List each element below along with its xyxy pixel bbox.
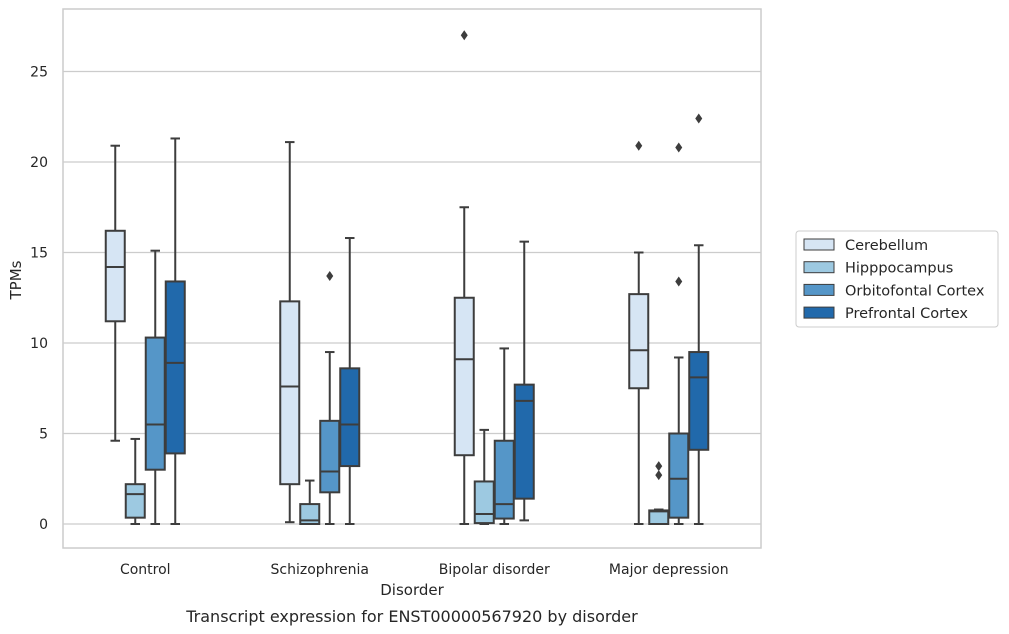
legend-swatch: [803, 261, 835, 274]
box-prefrontal-cortex: [339, 237, 361, 525]
x-tick-label: Major depression: [609, 562, 729, 578]
box-iqr: [279, 300, 301, 486]
box-iqr: [688, 351, 710, 451]
x-tick-label: Control: [120, 562, 171, 578]
box-iqr: [299, 503, 321, 525]
chart-caption: Transcript expression for ENST0000056792…: [185, 607, 638, 626]
box-iqr: [513, 383, 535, 500]
box-hipppocampus: [299, 479, 321, 525]
x-tick-labels: Control Schizophrenia Bipolar disorder Majo…: [120, 562, 729, 578]
box-cerebellum: [628, 140, 650, 525]
outlier-point: [695, 113, 703, 124]
legend-swatch: [803, 283, 835, 296]
outlier-point: [326, 271, 334, 282]
box-iqr: [628, 293, 650, 390]
box-iqr: [319, 419, 341, 494]
y-tick-label: 20: [30, 155, 48, 171]
legend-label: Prefrontal Cortex: [845, 306, 968, 322]
legend-frame: [795, 230, 999, 328]
y-tick-labels: 0 5 10 15 20 25: [30, 65, 48, 534]
outlier-point: [675, 276, 683, 287]
y-tick-label: 5: [39, 427, 48, 443]
x-axis-label: Disorder: [380, 581, 444, 599]
x-tick-label: Schizophrenia: [271, 562, 369, 578]
box-iqr: [473, 480, 495, 525]
x-tick-label: Bipolar disorder: [439, 562, 550, 578]
box-orbitofontal-cortex: [319, 271, 341, 525]
legend-swatch: [803, 238, 835, 251]
box-cerebellum: [279, 141, 301, 524]
box-iqr: [453, 296, 475, 457]
box-cerebellum: [453, 30, 475, 525]
box-cerebellum: [104, 144, 126, 442]
legend-label: Orbitofontal Cortex: [845, 283, 985, 299]
outlier-point: [635, 140, 643, 151]
box-iqr: [668, 432, 690, 519]
box-prefrontal-cortex: [164, 137, 186, 525]
boxes: [104, 30, 710, 525]
legend-label: Hipppocampus: [845, 261, 953, 277]
box-iqr: [339, 367, 361, 468]
box-iqr: [164, 280, 186, 455]
outlier-point: [460, 30, 468, 41]
legend-swatch: [803, 306, 835, 319]
box-prefrontal-cortex: [688, 113, 710, 525]
outlier-point: [675, 142, 683, 153]
y-tick-label: 25: [30, 65, 48, 81]
box-orbitofontal-cortex: [144, 249, 166, 525]
box-hipppocampus: [473, 428, 495, 525]
box-hipppocampus: [124, 437, 146, 525]
box-orbitofontal-cortex: [493, 347, 515, 525]
box-prefrontal-cortex: [513, 240, 535, 522]
box-iqr: [144, 336, 166, 471]
box-iqr: [104, 229, 126, 323]
box-orbitofontal-cortex: [668, 142, 690, 525]
box-hipppocampus: [648, 461, 670, 525]
plot-area-frame: [62, 8, 762, 549]
outlier-point: [655, 461, 663, 472]
y-axis-label: TPMs: [7, 260, 25, 300]
y-tick-label: 0: [39, 517, 48, 533]
box-iqr: [493, 439, 515, 520]
box-iqr: [124, 483, 146, 519]
y-tick-label: 10: [30, 336, 48, 352]
box-iqr: [648, 509, 670, 525]
legend-label: Cerebellum: [845, 238, 928, 254]
y-tick-label: 15: [30, 246, 48, 262]
legend: Cerebellum Hipppocampus Orbitofontal Corte…: [795, 230, 999, 328]
outlier-point: [655, 470, 663, 481]
